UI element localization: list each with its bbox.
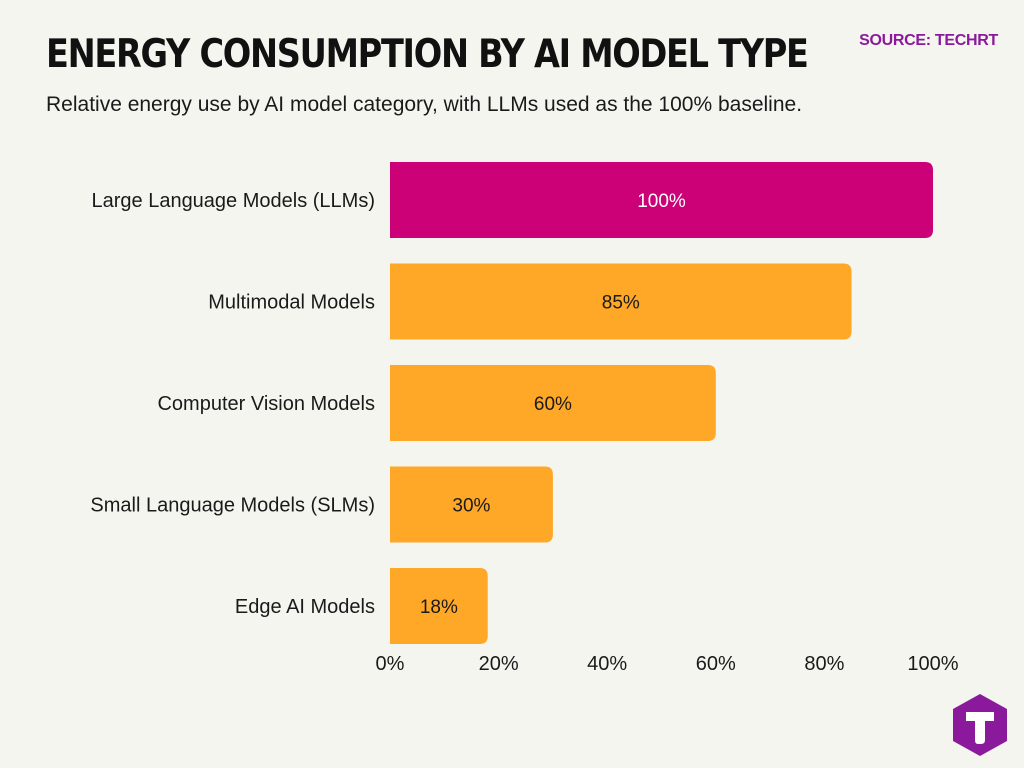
chart-title: ENERGY CONSUMPTION BY AI MODEL TYPE <box>46 32 809 77</box>
x-tick-label: 0% <box>376 653 405 675</box>
x-tick-label: 60% <box>696 653 736 675</box>
techrt-hexagon-t-icon <box>953 694 1007 756</box>
x-tick-label: 20% <box>479 653 519 675</box>
value-label: 30% <box>452 496 490 517</box>
value-label: 18% <box>420 597 458 618</box>
x-tick-label: 100% <box>907 653 958 675</box>
category-label: Large Language Models (LLMs) <box>91 190 375 212</box>
source-credit: SOURCE: TECHRT <box>859 32 998 49</box>
x-axis: 0% 20% 40% 60% 80% 100% <box>376 653 959 675</box>
bar <box>390 568 488 644</box>
bar <box>390 365 716 441</box>
x-tick-label: 40% <box>587 653 627 675</box>
category-label: Edge AI Models <box>235 596 375 618</box>
bar <box>390 263 852 340</box>
bar <box>390 162 933 238</box>
chart-subtitle: Relative energy use by AI model category… <box>46 93 803 116</box>
category-label: Small Language Models (SLMs) <box>90 495 375 517</box>
category-label: Multimodal Models <box>208 292 375 314</box>
x-tick-label: 80% <box>804 653 844 675</box>
value-label: 100% <box>637 191 686 212</box>
category-label: Computer Vision Models <box>157 393 375 415</box>
value-label: 60% <box>534 394 572 415</box>
value-label: 85% <box>602 293 640 314</box>
bars-group: Large Language Models (LLMs) 100% Multimod… <box>90 162 933 644</box>
bar <box>390 466 553 543</box>
